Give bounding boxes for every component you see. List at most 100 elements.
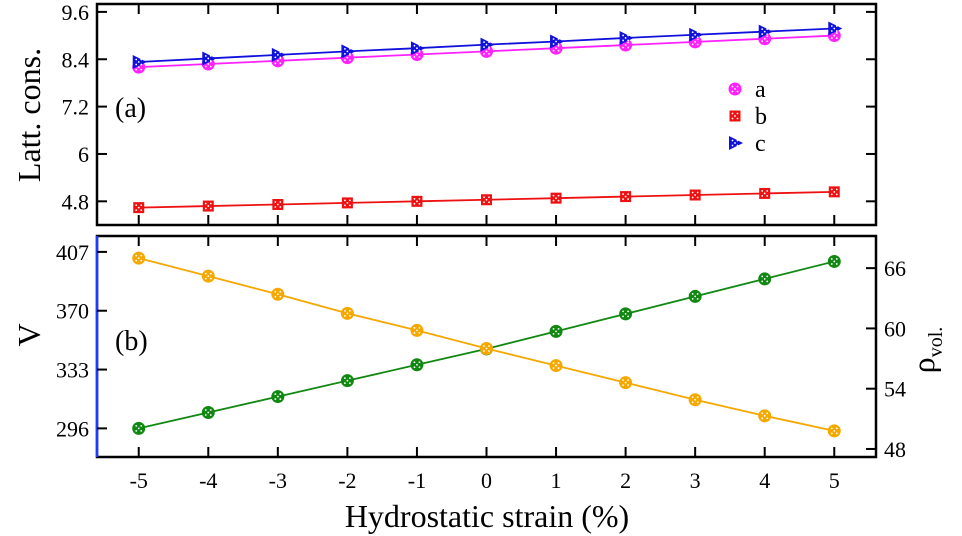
marker-speckle [622,47,624,49]
marker-speckle [694,194,696,196]
marker-speckle [692,192,694,194]
marker-speckle [207,205,209,207]
panel-b-left-ylabel: V [11,323,47,346]
marker-speckle [697,43,699,45]
marker-speckle [692,298,694,300]
marker-speckle [558,50,560,52]
marker-speckle [558,367,560,369]
marker-speckle [761,33,763,35]
panel-a-ticks: 4.8 6 7.2 8.4 9.6 [62,0,877,225]
marker-speckle [836,193,838,195]
marker-speckle [836,37,838,39]
marker-speckle [836,263,838,265]
marker-speckle [622,35,624,37]
marker-speckle [210,273,212,275]
marker-speckle [488,345,490,347]
marker-speckle [140,204,142,206]
marker-speckle [761,190,763,192]
marker-speckle [627,384,629,386]
marker-speckle [734,142,736,144]
marker-speckle [205,60,207,62]
marker-speckle [553,367,555,369]
marker-speckle [344,382,346,384]
marker-speckle [210,55,212,57]
marker-speckle [697,298,699,300]
marker-speckle [138,427,140,429]
marker-speckle [622,311,624,313]
marker-speckle [836,427,838,429]
marker-speckle [692,293,694,295]
marker-speckle [732,140,734,142]
marker-speckle [414,361,416,363]
marker-speckle [416,47,418,49]
marker-speckle [140,255,142,257]
panel-b-right-ytick-label: 54 [884,377,906,402]
marker-speckle [210,409,212,411]
panel-b-xtick-label: 1 [551,468,562,493]
marker-speckle [419,198,421,200]
marker-speckle [274,296,276,298]
marker-speckle [833,191,835,193]
marker-speckle [279,62,281,64]
marker-speckle [205,414,207,416]
marker-speckle [135,209,137,211]
marker-speckle [488,201,490,203]
panel-b-xtick-label: 3 [690,468,701,493]
marker-speckle [279,291,281,293]
marker-speckle [488,41,490,43]
panel-a-lattice-constants: 4.8 6 7.2 8.4 9.6 abc (a) Latt. cons. [11,0,876,225]
marker-speckle [346,50,348,52]
marker-speckle [831,37,833,39]
marker-speckle [344,310,346,312]
marker-speckle [553,328,555,330]
marker-speckle [627,42,629,44]
marker-speckle [140,260,142,262]
marker-speckle [558,43,560,45]
marker-speckle [344,48,346,50]
panel-b-right-ytick-label: 60 [884,316,906,341]
marker-speckle [766,281,768,283]
marker-speckle [622,316,624,318]
marker-speckle [622,40,624,42]
marker-speckle [349,48,351,50]
marker-speckle [697,36,699,38]
marker-speckle [622,379,624,381]
marker-speckle [697,293,699,295]
marker-speckle [344,205,346,207]
marker-speckle [140,69,142,71]
panel-b-left-ytick-label: 296 [56,416,89,441]
marker-speckle [836,432,838,434]
marker-speckle [622,198,624,200]
marker-speckle [697,31,699,33]
marker-speckle [279,296,281,298]
panel-b-right-ylabel-main: ρ [905,357,941,373]
marker-speckle [553,43,555,45]
marker-speckle [414,332,416,334]
marker-speckle [831,193,833,195]
panel-b-left-ytick-label: 407 [56,240,89,265]
panel-a-ytick-label: 4.8 [62,189,90,214]
marker-speckle [833,261,835,263]
marker-speckle [279,206,281,208]
panel-a-legend: abc [729,77,768,157]
marker-speckle [831,25,833,27]
marker-speckle [279,393,281,395]
marker-speckle [737,145,739,147]
panel-a-ytick-label: 8.4 [62,47,90,72]
marker-speckle [764,31,766,33]
marker-speckle [694,41,696,43]
marker-speckle [483,41,485,43]
marker-speckle [344,59,346,61]
marker-speckle [279,52,281,54]
marker-speckle [344,53,346,55]
marker-speckle [761,195,763,197]
marker-speckle [346,312,348,314]
marker-speckle [732,118,734,120]
marker-speckle [349,59,351,61]
panel-b-right-ylabel-sub: vol. [925,327,947,358]
panel-b-xlabel: Hydrostatic strain (%) [345,498,629,534]
marker-speckle [558,200,560,202]
marker-speckle [416,330,418,332]
panel-b-xtick-label: -4 [199,468,217,493]
marker-speckle [486,44,488,46]
